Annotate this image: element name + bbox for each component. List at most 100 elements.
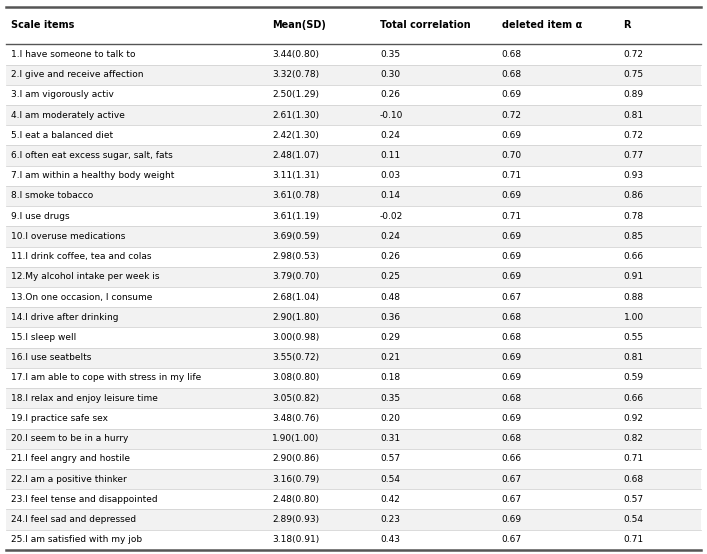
Text: 20.I seem to be in a hurry: 20.I seem to be in a hurry bbox=[11, 434, 129, 443]
Text: 3.61(0.78): 3.61(0.78) bbox=[272, 192, 320, 201]
Text: 0.35: 0.35 bbox=[380, 50, 400, 59]
Text: 3.32(0.78): 3.32(0.78) bbox=[272, 70, 320, 79]
Text: 2.90(1.80): 2.90(1.80) bbox=[272, 313, 320, 322]
Text: 2.48(1.07): 2.48(1.07) bbox=[272, 151, 319, 160]
Text: 3.69(0.59): 3.69(0.59) bbox=[272, 232, 320, 241]
Text: 7.I am within a healthy body weight: 7.I am within a healthy body weight bbox=[11, 171, 175, 180]
Bar bbox=[6, 348, 701, 368]
Text: 0.68: 0.68 bbox=[502, 70, 522, 79]
Text: 0.48: 0.48 bbox=[380, 293, 400, 301]
Text: 0.71: 0.71 bbox=[624, 535, 643, 544]
Bar bbox=[6, 510, 701, 530]
Text: 21.I feel angry and hostile: 21.I feel angry and hostile bbox=[11, 454, 130, 463]
Text: 14.I drive after drinking: 14.I drive after drinking bbox=[11, 313, 119, 322]
Text: 0.55: 0.55 bbox=[624, 333, 643, 342]
Text: 2.50(1.29): 2.50(1.29) bbox=[272, 90, 319, 99]
Text: 23.I feel tense and disappointed: 23.I feel tense and disappointed bbox=[11, 495, 158, 504]
Bar bbox=[6, 388, 701, 408]
Text: 0.68: 0.68 bbox=[502, 333, 522, 342]
Text: 0.77: 0.77 bbox=[624, 151, 643, 160]
Text: 0.30: 0.30 bbox=[380, 70, 400, 79]
Bar bbox=[6, 145, 701, 166]
Text: 1.00: 1.00 bbox=[624, 313, 643, 322]
Bar bbox=[6, 307, 701, 327]
Text: 0.24: 0.24 bbox=[380, 232, 400, 241]
Bar bbox=[6, 429, 701, 449]
Text: 2.48(0.80): 2.48(0.80) bbox=[272, 495, 319, 504]
Text: 0.67: 0.67 bbox=[502, 535, 522, 544]
Text: 3.55(0.72): 3.55(0.72) bbox=[272, 353, 320, 362]
Text: 0.29: 0.29 bbox=[380, 333, 400, 342]
Text: 0.71: 0.71 bbox=[624, 454, 643, 463]
Text: 3.18(0.91): 3.18(0.91) bbox=[272, 535, 320, 544]
Bar bbox=[6, 226, 701, 247]
Text: deleted item α: deleted item α bbox=[502, 20, 582, 30]
Text: 0.71: 0.71 bbox=[502, 171, 522, 180]
Text: Mean(SD): Mean(SD) bbox=[272, 20, 326, 30]
Text: 3.05(0.82): 3.05(0.82) bbox=[272, 394, 320, 403]
Text: 2.90(0.86): 2.90(0.86) bbox=[272, 454, 320, 463]
Text: 0.54: 0.54 bbox=[624, 515, 643, 524]
Text: 0.20: 0.20 bbox=[380, 414, 400, 423]
Text: 16.I use seatbelts: 16.I use seatbelts bbox=[11, 353, 92, 362]
Text: 0.54: 0.54 bbox=[380, 475, 400, 484]
Text: 0.67: 0.67 bbox=[502, 293, 522, 301]
Text: 3.48(0.76): 3.48(0.76) bbox=[272, 414, 320, 423]
Text: 0.66: 0.66 bbox=[624, 394, 643, 403]
Text: 0.24: 0.24 bbox=[380, 131, 400, 140]
Text: 0.69: 0.69 bbox=[502, 273, 522, 281]
Text: 2.42(1.30): 2.42(1.30) bbox=[272, 131, 319, 140]
Text: 2.I give and receive affection: 2.I give and receive affection bbox=[11, 70, 144, 79]
Text: 1.90(1.00): 1.90(1.00) bbox=[272, 434, 320, 443]
Text: R: R bbox=[624, 20, 631, 30]
Text: 11.I drink coffee, tea and colas: 11.I drink coffee, tea and colas bbox=[11, 252, 152, 261]
Text: 0.68: 0.68 bbox=[624, 475, 643, 484]
Text: 0.36: 0.36 bbox=[380, 313, 400, 322]
Text: 0.68: 0.68 bbox=[502, 394, 522, 403]
Text: 3.16(0.79): 3.16(0.79) bbox=[272, 475, 320, 484]
Text: 0.72: 0.72 bbox=[624, 50, 643, 59]
Text: 0.68: 0.68 bbox=[502, 50, 522, 59]
Text: 0.66: 0.66 bbox=[624, 252, 643, 261]
Text: 0.68: 0.68 bbox=[502, 313, 522, 322]
Text: 0.82: 0.82 bbox=[624, 434, 643, 443]
Text: 0.66: 0.66 bbox=[502, 454, 522, 463]
Text: 0.31: 0.31 bbox=[380, 434, 400, 443]
Text: 3.44(0.80): 3.44(0.80) bbox=[272, 50, 319, 59]
Text: 0.57: 0.57 bbox=[380, 454, 400, 463]
Text: 0.59: 0.59 bbox=[624, 373, 643, 382]
Text: 0.67: 0.67 bbox=[502, 475, 522, 484]
Text: 18.I relax and enjoy leisure time: 18.I relax and enjoy leisure time bbox=[11, 394, 158, 403]
Text: 0.11: 0.11 bbox=[380, 151, 400, 160]
Text: 0.69: 0.69 bbox=[502, 90, 522, 99]
Text: 0.86: 0.86 bbox=[624, 192, 643, 201]
Text: -0.02: -0.02 bbox=[380, 212, 403, 220]
Text: 0.69: 0.69 bbox=[502, 131, 522, 140]
Text: 0.93: 0.93 bbox=[624, 171, 643, 180]
Text: 3.11(1.31): 3.11(1.31) bbox=[272, 171, 320, 180]
Bar bbox=[6, 267, 701, 287]
Text: 17.I am able to cope with stress in my life: 17.I am able to cope with stress in my l… bbox=[11, 373, 201, 382]
Text: 0.69: 0.69 bbox=[502, 232, 522, 241]
Bar bbox=[6, 186, 701, 206]
Text: 3.79(0.70): 3.79(0.70) bbox=[272, 273, 320, 281]
Text: 3.00(0.98): 3.00(0.98) bbox=[272, 333, 320, 342]
Text: 0.68: 0.68 bbox=[502, 434, 522, 443]
Text: 5.I eat a balanced diet: 5.I eat a balanced diet bbox=[11, 131, 113, 140]
Text: 0.91: 0.91 bbox=[624, 273, 643, 281]
Text: 4.I am moderately active: 4.I am moderately active bbox=[11, 111, 125, 120]
Text: 0.14: 0.14 bbox=[380, 192, 400, 201]
Text: 0.72: 0.72 bbox=[624, 131, 643, 140]
Text: 0.69: 0.69 bbox=[502, 515, 522, 524]
Text: 2.68(1.04): 2.68(1.04) bbox=[272, 293, 319, 301]
Text: 0.35: 0.35 bbox=[380, 394, 400, 403]
Text: 0.18: 0.18 bbox=[380, 373, 400, 382]
Text: 24.I feel sad and depressed: 24.I feel sad and depressed bbox=[11, 515, 136, 524]
Text: 8.I smoke tobacco: 8.I smoke tobacco bbox=[11, 192, 93, 201]
Text: 0.42: 0.42 bbox=[380, 495, 400, 504]
Text: 0.69: 0.69 bbox=[502, 414, 522, 423]
Text: 0.71: 0.71 bbox=[502, 212, 522, 220]
Text: 2.98(0.53): 2.98(0.53) bbox=[272, 252, 320, 261]
Text: 0.25: 0.25 bbox=[380, 273, 400, 281]
Text: 0.69: 0.69 bbox=[502, 353, 522, 362]
